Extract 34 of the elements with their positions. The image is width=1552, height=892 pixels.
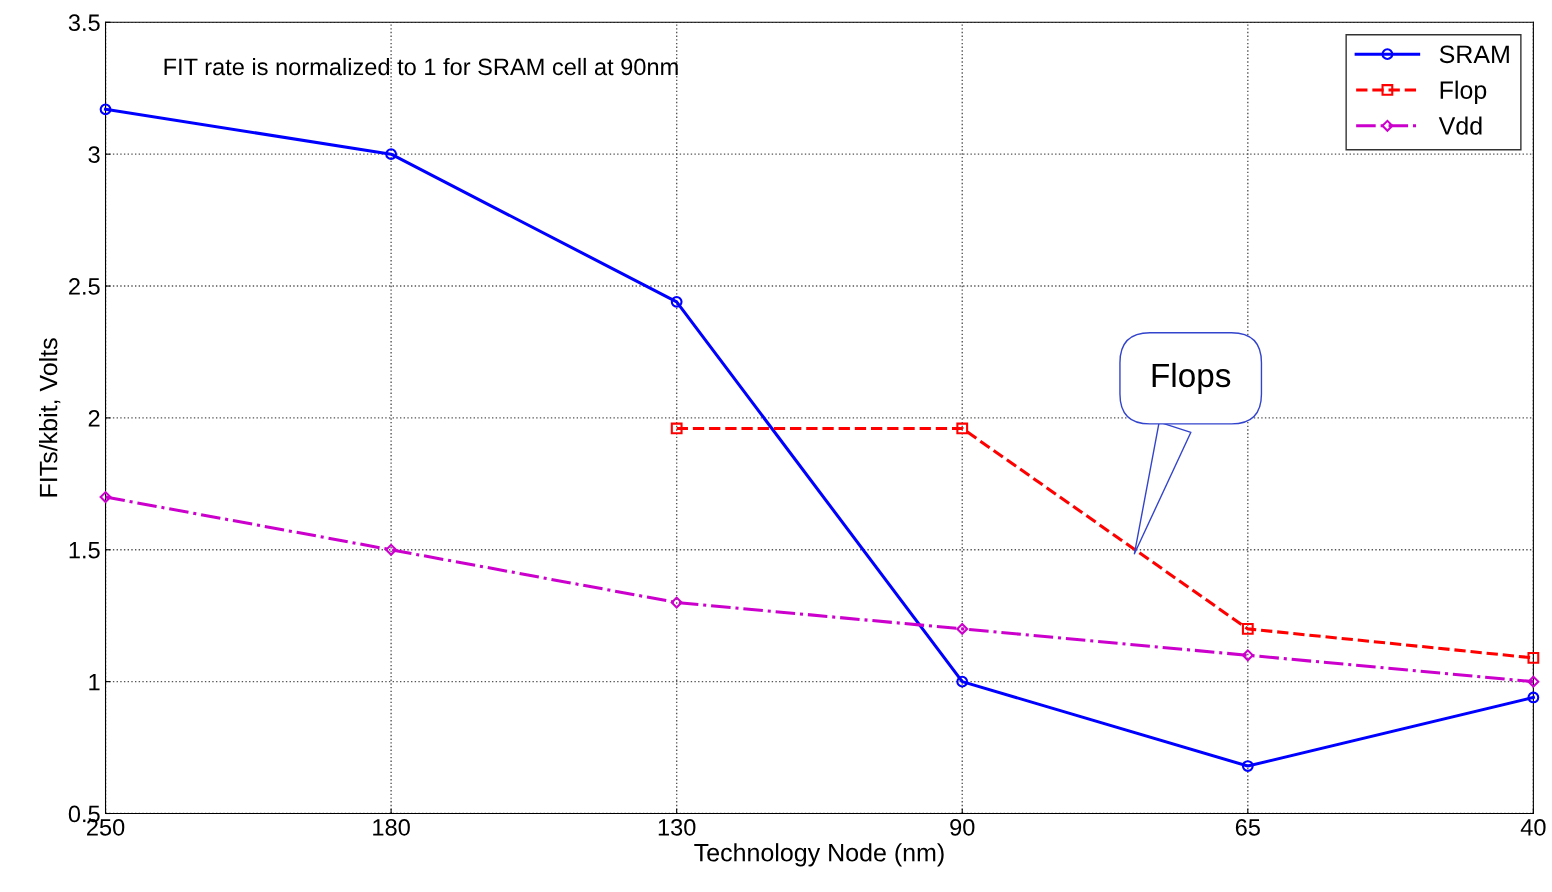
point — [385, 543, 398, 556]
y-axis-title: FITs/kbit, Volts — [39, 338, 61, 497]
x-tick-label: 40 — [1520, 818, 1546, 836]
point — [1527, 675, 1540, 688]
y-tick-label: 3 — [88, 146, 100, 163]
annotation: Flops — [1152, 362, 1231, 394]
point — [99, 491, 112, 503]
point — [1241, 760, 1254, 772]
legend-label: Vdd — [1438, 116, 1482, 135]
y-tick-label: 1.5 — [69, 542, 100, 559]
point — [385, 148, 398, 161]
legend-label: Flop — [1440, 80, 1487, 104]
point — [956, 422, 969, 435]
x-tick-label: 65 — [1235, 818, 1260, 836]
point — [956, 622, 969, 635]
y-tick-label: 3.5 — [68, 14, 100, 32]
point — [956, 675, 969, 688]
point — [99, 103, 112, 116]
point — [1241, 622, 1254, 635]
point — [670, 295, 683, 308]
x-tick-label: 130 — [658, 818, 696, 836]
x-tick-label: 180 — [373, 818, 410, 836]
point — [670, 596, 683, 609]
y-tick-label: 2 — [88, 409, 100, 427]
point — [1527, 691, 1540, 704]
x-axis-title: Technology Node (nm) — [694, 843, 944, 867]
point — [1527, 652, 1540, 664]
y-tick-label: 2.5 — [69, 278, 100, 295]
point — [1241, 649, 1254, 662]
x-tick-label: 90 — [950, 818, 975, 836]
point — [670, 422, 683, 435]
legend-label: SRAM — [1439, 45, 1509, 64]
annotation: FIT rate is normalized to 1 for SRAM cell at 90nm — [164, 57, 678, 76]
y-tick-label: 1 — [89, 673, 100, 691]
